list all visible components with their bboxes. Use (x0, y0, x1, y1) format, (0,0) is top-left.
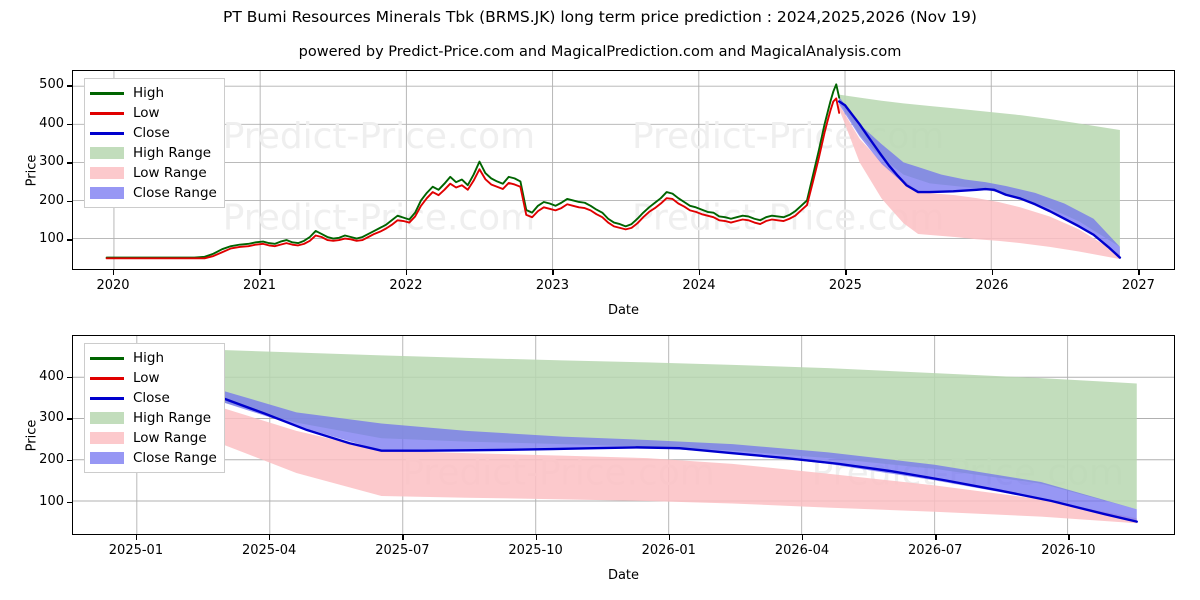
bottom-x-tick-label: 2026-10 (1041, 543, 1096, 558)
top-x-tick-mark (845, 270, 847, 275)
bottom-x-tick-mark (269, 535, 271, 540)
top-legend-item-high-range[interactable]: High Range (90, 143, 217, 163)
top-y-tick-label: 200 (39, 192, 64, 208)
top-x-tick-mark (259, 270, 261, 275)
top-legend-label: Low Range (133, 165, 207, 181)
bottom-x-tick-label: 2025-10 (508, 543, 563, 558)
top-legend-label: Low (133, 105, 160, 121)
top-legend-label: High (133, 85, 165, 101)
chart-title: PT Bumi Resources Minerals Tbk (BRMS.JK)… (223, 8, 977, 26)
legend-patch-swatch-icon (90, 186, 124, 200)
top-legend-item-high[interactable]: High (90, 83, 217, 103)
bottom-y-tick-mark (67, 460, 72, 462)
bottom-x-tick-mark (402, 535, 404, 540)
top-y-tick-mark (67, 239, 72, 241)
bottom-y-tick-label: 200 (39, 452, 64, 467)
top-x-tick-label: 2024 (682, 278, 716, 293)
legend-line-swatch-icon (90, 126, 124, 140)
top-x-tick-mark (113, 270, 115, 275)
bottom-legend-label: High Range (133, 410, 212, 426)
top-x-tick-label: 2025 (828, 278, 862, 293)
top-x-tick-mark (552, 270, 554, 275)
legend-patch-swatch-icon (90, 451, 124, 465)
bottom-x-tick-mark (935, 535, 937, 540)
top-legend-item-low-range[interactable]: Low Range (90, 163, 217, 183)
top-y-tick-label: 100 (39, 231, 64, 247)
top-x-tick-mark (405, 270, 408, 275)
bottom-y-tick-label: 300 (39, 410, 64, 426)
bottom-x-tick-label: 2026-07 (908, 543, 963, 558)
top-y-tick-mark (67, 162, 72, 164)
top-plot-area: Predict-Price.com Predict-Price.com Predic… (72, 70, 1175, 270)
top-legend-item-close[interactable]: Close (90, 123, 217, 143)
top-y-tick-mark (67, 123, 72, 126)
legend-patch-swatch-icon (90, 166, 124, 180)
top-y-tick-mark (67, 85, 72, 87)
bottom-legend-item-close[interactable]: Close (90, 388, 217, 408)
legend-patch-swatch-icon (90, 146, 124, 160)
top-y-tick-label: 400 (39, 115, 64, 131)
bottom-x-tick-mark (668, 535, 671, 540)
bottom-legend-item-high[interactable]: High (90, 348, 217, 368)
bottom-x-tick-mark (135, 535, 138, 540)
top-legend-label: High Range (133, 145, 212, 161)
top-x-tick-mark (991, 270, 994, 275)
bottom-y-tick-mark (67, 376, 72, 378)
top-legend-label: Close (133, 125, 170, 141)
top-x-tick-label: 2021 (242, 278, 277, 293)
legend-line-swatch-icon (90, 86, 124, 100)
top-x-tick-label: 2026 (975, 278, 1009, 293)
bottom-legend-item-close-range[interactable]: Close Range (90, 448, 217, 468)
top-x-tick-mark (1138, 270, 1140, 275)
top-y-tick-mark (67, 200, 72, 203)
bottom-y-tick-mark (67, 501, 72, 503)
bottom-x-tick-label: 2025-01 (108, 543, 164, 558)
bottom-legend-item-high-range[interactable]: High Range (90, 408, 217, 428)
bottom-legend-label: Close (133, 390, 170, 406)
top-x-tick-mark (698, 270, 701, 275)
top-x-tick-label: 2020 (96, 278, 130, 293)
bottom-x-axis-label: Date (607, 568, 640, 583)
bottom-legend-label: Close Range (133, 450, 217, 466)
bottom-legend-label: Low Range (133, 430, 207, 446)
bottom-x-tick-label: 2025-07 (375, 543, 430, 558)
bottom-legend-item-low-range[interactable]: Low Range (90, 428, 217, 448)
bottom-legend-item-low[interactable]: Low (90, 368, 217, 388)
top-legend-item-low[interactable]: Low (90, 103, 217, 123)
top-y-tick-label: 300 (39, 154, 64, 170)
bottom-x-tick-mark (1068, 535, 1070, 540)
svg-text:Predict-Price.com: Predict-Price.com (223, 116, 535, 157)
top-legend-label: Close Range (133, 185, 217, 201)
bottom-x-tick-mark (535, 535, 537, 540)
bottom-y-tick-mark (67, 418, 72, 420)
bottom-y-tick-label: 100 (39, 493, 64, 509)
bottom-x-tick-label: 2025-04 (241, 543, 297, 558)
top-legend-item-close-range[interactable]: Close Range (90, 183, 217, 203)
top-legend: High Low Close High Range Low Range Close Ran… (84, 78, 225, 208)
top-plot-canvas: Predict-Price.com Predict-Price.comPredic… (73, 71, 1174, 269)
legend-line-swatch-icon (90, 351, 124, 365)
legend-patch-swatch-icon (90, 411, 124, 425)
bottom-legend: High Low Close High Range Low Range Close Ran… (84, 343, 225, 473)
bottom-x-tick-label: 2026-04 (774, 543, 830, 558)
legend-line-swatch-icon (90, 106, 124, 120)
bottom-legend-label: High (133, 350, 165, 366)
bottom-legend-label: Low (133, 370, 160, 386)
top-x-tick-label: 2023 (535, 278, 569, 293)
top-y-tick-label: 500 (39, 77, 64, 93)
top-x-tick-label: 2027 (1121, 278, 1155, 293)
top-x-axis-label: Date (607, 303, 640, 318)
bottom-y-tick-label: 400 (39, 368, 64, 384)
bottom-x-tick-label: 2026-01 (641, 543, 696, 558)
legend-patch-swatch-icon (90, 431, 124, 445)
legend-line-swatch-icon (90, 371, 124, 385)
bottom-x-tick-mark (802, 535, 804, 540)
chart-subtitle: powered by Predict-Price.com and Magical… (298, 44, 902, 60)
legend-line-swatch-icon (90, 391, 124, 405)
top-x-tick-label: 2022 (389, 278, 423, 293)
